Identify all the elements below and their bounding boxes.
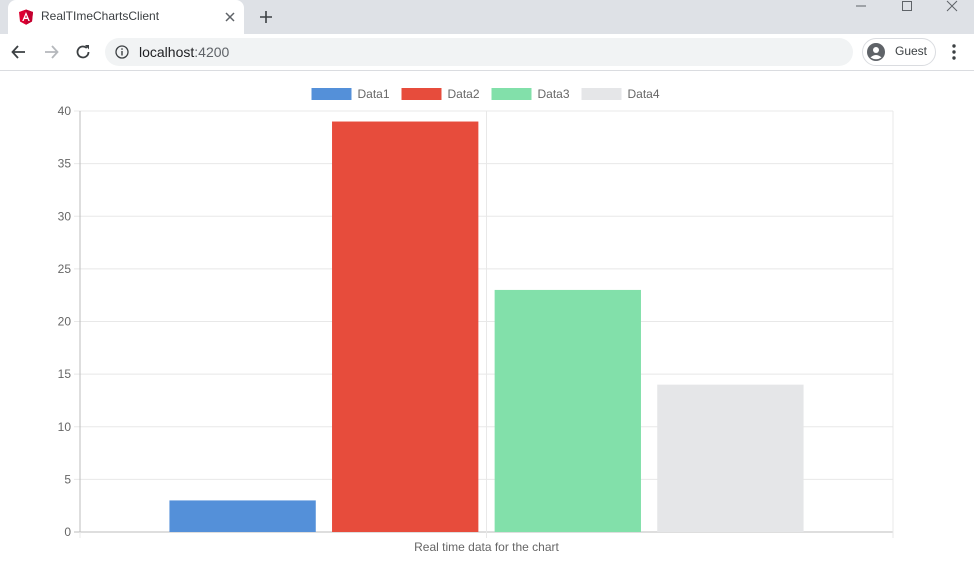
browser-tab[interactable]: RealTImeChartsClient <box>8 0 244 34</box>
url-host: localhost <box>139 44 195 60</box>
legend-label-data4: Data4 <box>628 87 660 101</box>
more-menu-icon[interactable] <box>946 42 962 62</box>
reload-icon[interactable] <box>73 42 93 62</box>
new-tab-icon[interactable] <box>258 9 274 25</box>
y-tick-label: 25 <box>58 262 72 276</box>
y-tick-label: 5 <box>64 472 71 486</box>
y-tick-label: 30 <box>58 209 72 223</box>
url-port: :4200 <box>194 44 230 60</box>
browser-toolbar: localhost:4200 Guest <box>0 34 974 70</box>
bar-data3 <box>494 289 641 532</box>
legend-swatch-data2 <box>401 88 442 100</box>
bar-data2 <box>332 121 479 533</box>
y-tick-label: 15 <box>58 367 72 381</box>
profile-button[interactable]: Guest <box>862 38 936 66</box>
forward-arrow-icon[interactable] <box>41 42 61 62</box>
info-icon[interactable] <box>115 45 129 59</box>
y-tick-label: 20 <box>58 315 72 329</box>
profile-label: Guest <box>895 44 928 58</box>
bar-data1 <box>169 500 316 532</box>
legend-label-data3: Data3 <box>538 87 570 101</box>
minimize-icon[interactable] <box>838 0 884 14</box>
legend-swatch-data4 <box>581 88 622 100</box>
url-text[interactable]: localhost:4200 <box>139 44 229 60</box>
legend-swatch-data3 <box>491 88 532 100</box>
angular-logo-icon <box>19 9 33 25</box>
y-tick-label: 10 <box>58 420 72 434</box>
tab-title: RealTImeChartsClient <box>41 9 160 23</box>
address-bar[interactable]: localhost:4200 <box>105 38 853 66</box>
maximize-icon[interactable] <box>884 0 930 14</box>
close-icon[interactable] <box>222 9 238 25</box>
window-close-icon[interactable] <box>928 0 974 14</box>
x-axis-label: Real time data for the chart <box>414 540 559 554</box>
toolbar-divider <box>0 70 974 71</box>
bar-chart: 0 5 10 15 20 25 30 35 40 Real time data for the c… <box>58 87 894 554</box>
legend-label-data2: Data2 <box>448 87 480 101</box>
y-tick-label: 0 <box>64 525 71 539</box>
page-content: 0 5 10 15 20 25 30 35 40 Real time data for the c… <box>0 71 974 564</box>
legend-swatch-data1 <box>311 88 352 100</box>
back-arrow-icon[interactable] <box>9 42 29 62</box>
avatar-icon <box>867 43 885 61</box>
bar-data4 <box>657 384 804 532</box>
y-tick-label: 35 <box>58 157 72 171</box>
y-tick-label: 40 <box>58 104 72 118</box>
tab-strip: RealTImeChartsClient <box>0 0 974 34</box>
legend-label-data1: Data1 <box>358 87 390 101</box>
